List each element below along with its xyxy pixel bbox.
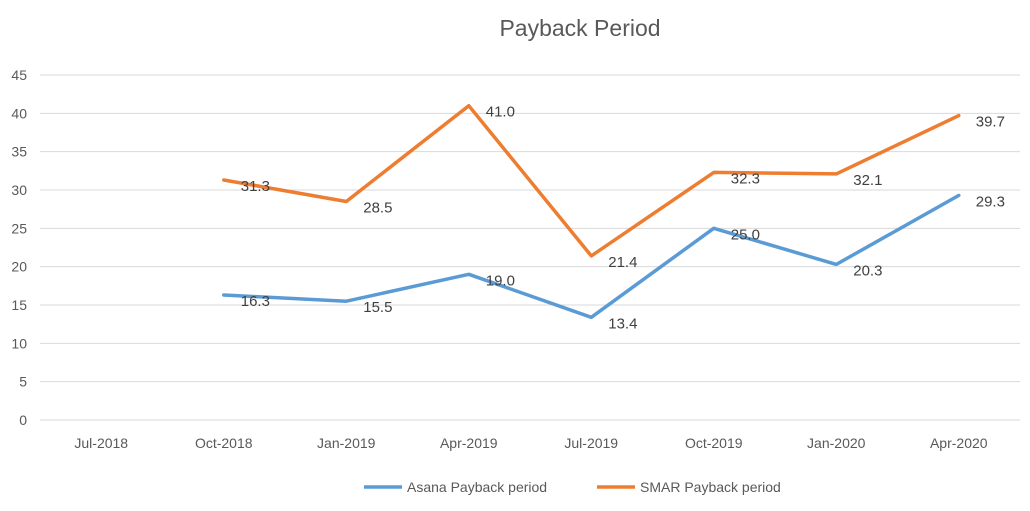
data-label: 21.4	[608, 254, 637, 271]
data-label: 19.0	[486, 272, 515, 289]
y-tick-label: 30	[11, 182, 27, 198]
x-tick-label: Jul-2018	[74, 435, 128, 451]
x-tick-label: Jan-2019	[317, 435, 376, 451]
data-label: 29.3	[976, 193, 1005, 210]
y-tick-label: 10	[11, 335, 27, 351]
series-line-asana	[222, 193, 961, 320]
data-label: 15.5	[363, 299, 392, 316]
y-tick-label: 25	[11, 220, 27, 236]
data-label: 32.1	[853, 172, 882, 189]
gridlines	[40, 74, 1020, 421]
x-tick-label: Apr-2019	[440, 435, 498, 451]
data-label: 41.0	[486, 104, 515, 121]
x-tick-label: Oct-2019	[685, 435, 743, 451]
data-label: 39.7	[976, 114, 1005, 131]
y-tick-label: 0	[19, 412, 27, 428]
y-tick-label: 35	[11, 144, 27, 160]
legend-label: SMAR Payback period	[640, 479, 781, 495]
y-tick-label: 40	[11, 105, 27, 121]
x-tick-label: Jan-2020	[807, 435, 866, 451]
x-tick-label: Apr-2020	[930, 435, 988, 451]
data-label: 13.4	[608, 315, 637, 332]
legend-label: Asana Payback period	[407, 479, 547, 495]
data-label: 31.3	[241, 178, 270, 195]
y-tick-label: 5	[19, 374, 27, 390]
data-label: 32.3	[731, 170, 760, 187]
axes: 0 5 10 15 20 25 30 35 40 45 Jul-2018 Oct-2018 Jan-20…	[11, 67, 987, 451]
legend: Asana Payback period SMAR Payback period	[364, 479, 781, 495]
data-label: 28.5	[363, 200, 392, 217]
data-labels: 16.3 15.5 19.0 13.4 25.0 20.3 29.3 31.3 28.5 41.0…	[241, 104, 1005, 333]
series-line-smar	[222, 103, 961, 258]
x-tick-label: Jul-2019	[564, 435, 618, 451]
data-label: 25.0	[731, 226, 760, 243]
y-tick-label: 20	[11, 259, 27, 275]
y-tick-label: 15	[11, 297, 27, 313]
y-tick-label: 45	[11, 67, 27, 83]
series-group	[222, 103, 961, 320]
data-label: 20.3	[853, 262, 882, 279]
x-tick-label: Oct-2018	[195, 435, 253, 451]
data-label: 16.3	[241, 293, 270, 310]
chart-title: Payback Period	[499, 15, 660, 41]
